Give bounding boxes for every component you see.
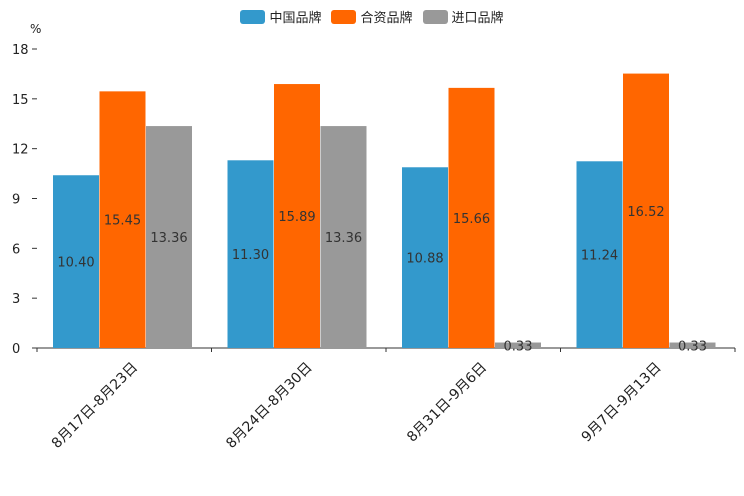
legend-label-imported-brand: 进口品牌 xyxy=(451,11,504,26)
bar xyxy=(448,87,495,349)
x-category-label: 8月31日-9月6日 xyxy=(404,360,490,446)
y-axis-unit-label: % xyxy=(30,22,41,36)
y-tick-label: 18 xyxy=(12,43,29,58)
plot-area: 0 3 6 9 12 15 18 10.40 15.45 13.36 8月17日-8月23日 11.3… xyxy=(12,43,736,452)
x-category-label: 8月24日-8月30日 xyxy=(223,360,315,452)
y-tick-label: 0 xyxy=(12,342,20,357)
bar xyxy=(623,73,669,348)
y-tick-label: 3 xyxy=(12,292,20,307)
legend-item-joint-venture-brand[interactable]: 合资品牌 xyxy=(331,7,413,26)
legend-label-china-brand: 中国品牌 xyxy=(269,11,322,26)
bar xyxy=(99,91,146,348)
data-label: 15.66 xyxy=(453,212,490,227)
legend-item-imported-brand[interactable]: 进口品牌 xyxy=(422,7,504,26)
legend-label-joint-venture-brand: 合资品牌 xyxy=(360,11,413,26)
chart-legend: 中国品牌 合资品牌 进口品牌 xyxy=(0,7,744,26)
y-tick-label: 6 xyxy=(12,242,20,257)
y-tick-label: 9 xyxy=(12,193,20,208)
y-tick-label: 12 xyxy=(12,143,29,158)
data-label: 15.45 xyxy=(104,214,141,229)
data-label: 11.30 xyxy=(232,248,269,263)
legend-swatch-imported-brand xyxy=(422,9,448,24)
data-label: 11.24 xyxy=(581,249,618,264)
data-label: 13.36 xyxy=(150,231,187,246)
bar xyxy=(495,342,541,348)
y-tick-label: 15 xyxy=(12,93,29,108)
x-category-label: 8月17日-8月23日 xyxy=(49,360,141,452)
bar xyxy=(576,161,623,348)
data-label: 10.88 xyxy=(406,252,443,267)
data-label: 15.89 xyxy=(278,210,315,225)
bar xyxy=(320,126,367,348)
x-category-label: 9月7日-9月13日 xyxy=(579,360,665,446)
data-label: 10.40 xyxy=(57,256,94,271)
data-label: 16.52 xyxy=(627,205,664,220)
data-label: 0.33 xyxy=(678,339,707,354)
bar xyxy=(227,160,274,348)
bar xyxy=(402,167,448,348)
bar xyxy=(274,84,320,349)
data-label: 13.36 xyxy=(325,231,362,246)
data-label: 0.33 xyxy=(504,339,533,354)
bar xyxy=(669,342,716,348)
bar xyxy=(146,126,192,348)
legend-swatch-joint-venture-brand xyxy=(331,9,357,24)
legend-item-china-brand[interactable]: 中国品牌 xyxy=(240,7,321,26)
legend-swatch-china-brand xyxy=(240,9,266,24)
bar xyxy=(53,175,99,348)
